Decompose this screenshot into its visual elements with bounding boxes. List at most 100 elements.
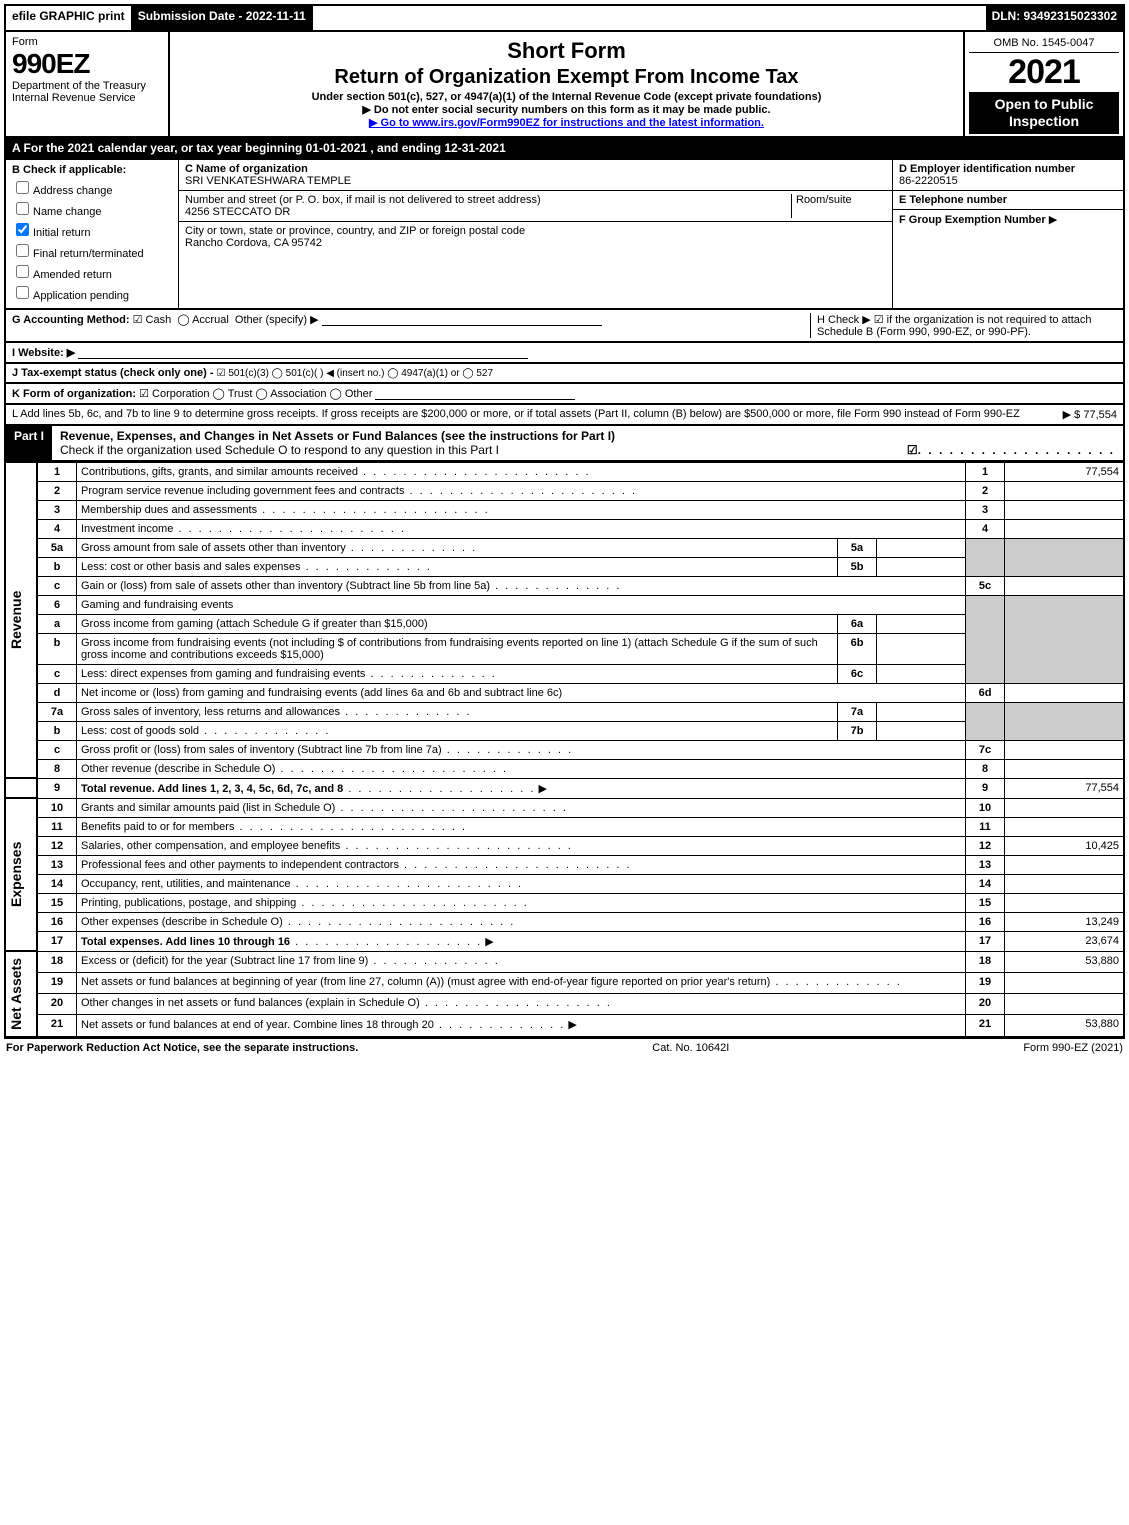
num-17: 17 bbox=[966, 931, 1005, 951]
website-blank[interactable] bbox=[78, 346, 528, 359]
e-lbl: E Telephone number bbox=[899, 194, 1007, 206]
main-title: Return of Organization Exempt From Incom… bbox=[178, 66, 955, 89]
cb-initial-return[interactable]: Initial return bbox=[12, 220, 172, 239]
subamt-7b bbox=[877, 721, 966, 740]
ln-6c: c bbox=[37, 664, 77, 683]
irs-link[interactable]: ▶ Go to www.irs.gov/Form990EZ for instru… bbox=[369, 117, 764, 129]
d-16: Other expenses (describe in Schedule O) bbox=[81, 916, 515, 928]
d-2: Program service revenue including govern… bbox=[81, 485, 637, 497]
header-left: Form 990EZ Department of the Treasury In… bbox=[6, 32, 170, 136]
d-20: Other changes in net assets or fund bala… bbox=[81, 997, 612, 1009]
subamt-7a bbox=[877, 702, 966, 721]
lbl-initial: Initial return bbox=[33, 227, 90, 239]
amt-14 bbox=[1005, 874, 1125, 893]
goto-link[interactable]: ▶ Go to www.irs.gov/Form990EZ for instru… bbox=[178, 116, 955, 129]
form-number: 990EZ bbox=[12, 48, 162, 80]
g-other-blank[interactable] bbox=[322, 313, 602, 326]
amt-6abc-grey bbox=[1005, 595, 1125, 683]
checkbox-pending[interactable] bbox=[16, 286, 29, 299]
g-other: Other (specify) ▶ bbox=[235, 314, 319, 326]
city-val: Rancho Cordova, CA 95742 bbox=[185, 237, 322, 249]
efile-label[interactable]: efile GRAPHIC print bbox=[6, 6, 132, 30]
ln-12: 12 bbox=[37, 836, 77, 855]
num-8: 8 bbox=[966, 759, 1005, 778]
ln-3: 3 bbox=[37, 500, 77, 519]
ln-5a: 5a bbox=[37, 538, 77, 557]
dots-9 bbox=[343, 783, 535, 795]
l-amount: ▶ $ 77,554 bbox=[1055, 408, 1117, 421]
room-lbl: Room/suite bbox=[791, 194, 886, 218]
num-7ab-grey bbox=[966, 702, 1005, 740]
sub-6a: 6a bbox=[838, 614, 877, 633]
d-15: Printing, publications, postage, and shi… bbox=[81, 897, 529, 909]
d-12: Salaries, other compensation, and employ… bbox=[81, 840, 573, 852]
f-lbl: F Group Exemption Number bbox=[899, 214, 1046, 226]
lbl-address-change: Address change bbox=[33, 185, 113, 197]
d-4: Investment income bbox=[81, 523, 406, 535]
amt-2 bbox=[1005, 481, 1125, 500]
amt-3 bbox=[1005, 500, 1125, 519]
cb-final-return[interactable]: Final return/terminated bbox=[12, 241, 172, 260]
d-6d: Net income or (loss) from gaming and fun… bbox=[77, 683, 966, 702]
tax-year: 2021 bbox=[969, 53, 1119, 92]
amt-4 bbox=[1005, 519, 1125, 538]
subamt-5b bbox=[877, 557, 966, 576]
num-5ab-grey bbox=[966, 538, 1005, 576]
top-bar: efile GRAPHIC print Submission Date - 20… bbox=[4, 4, 1125, 32]
g-accrual: Accrual bbox=[192, 314, 229, 326]
dots-19 bbox=[770, 976, 901, 988]
checkbox-name[interactable] bbox=[16, 202, 29, 215]
checkbox-address[interactable] bbox=[16, 181, 29, 194]
d-val: 86-2220515 bbox=[899, 175, 958, 187]
d-18: Excess or (deficit) for the year (Subtra… bbox=[81, 955, 368, 967]
ln-2: 2 bbox=[37, 481, 77, 500]
sub-7a: 7a bbox=[838, 702, 877, 721]
cb-address-change[interactable]: Address change bbox=[12, 178, 172, 197]
omb-number: OMB No. 1545-0047 bbox=[969, 34, 1119, 53]
ln-6b: b bbox=[37, 633, 77, 664]
num-6abc-grey bbox=[966, 595, 1005, 683]
d-17: Total expenses. Add lines 10 through 16 bbox=[81, 936, 290, 948]
side-netassets: Net Assets bbox=[5, 951, 37, 1037]
num-1: 1 bbox=[966, 462, 1005, 481]
cb-amended[interactable]: Amended return bbox=[12, 262, 172, 281]
amt-5c bbox=[1005, 576, 1125, 595]
d-19: Net assets or fund balances at beginning… bbox=[81, 976, 770, 988]
d-6c: Less: direct expenses from gaming and fu… bbox=[81, 668, 497, 680]
lbl-pending: Application pending bbox=[33, 290, 129, 302]
d-6a: Gross income from gaming (attach Schedul… bbox=[77, 614, 838, 633]
cb-pending[interactable]: Application pending bbox=[12, 283, 172, 302]
header-center: Short Form Return of Organization Exempt… bbox=[170, 32, 963, 136]
part1-checkmark: ☑ bbox=[907, 443, 918, 457]
sub-6c: 6c bbox=[838, 664, 877, 683]
k-opts: ☑ Corporation ◯ Trust ◯ Association ◯ Ot… bbox=[139, 388, 372, 400]
info-grid: B Check if applicable: Address change Na… bbox=[4, 160, 1125, 310]
sub-5b: 5b bbox=[838, 557, 877, 576]
ln-5c: c bbox=[37, 576, 77, 595]
num-4: 4 bbox=[966, 519, 1005, 538]
c-name-lbl: C Name of organization bbox=[185, 163, 308, 175]
submission-date: Submission Date - 2022-11-11 bbox=[132, 6, 313, 30]
cb-name-change[interactable]: Name change bbox=[12, 199, 172, 218]
checkbox-amended[interactable] bbox=[16, 265, 29, 278]
side-rev-gap bbox=[5, 778, 37, 798]
l-text: L Add lines 5b, 6c, and 7b to line 9 to … bbox=[12, 408, 1055, 421]
section-b: B Check if applicable: Address change Na… bbox=[6, 160, 179, 308]
section-a: A For the 2021 calendar year, or tax yea… bbox=[4, 138, 1125, 160]
section-h: H Check ▶ ☑ if the organization is not r… bbox=[810, 313, 1117, 338]
amt-19 bbox=[1005, 972, 1125, 993]
j-label: J Tax-exempt status (check only one) - bbox=[12, 367, 214, 379]
num-11: 11 bbox=[966, 817, 1005, 836]
amt-7ab-grey bbox=[1005, 702, 1125, 740]
checkbox-initial[interactable] bbox=[16, 223, 29, 236]
no-ssn-note: ▶ Do not enter social security numbers o… bbox=[178, 103, 955, 116]
k-other-blank[interactable] bbox=[375, 387, 575, 400]
amt-9: 77,554 bbox=[1005, 778, 1125, 798]
footer-center: Cat. No. 10642I bbox=[652, 1042, 729, 1054]
ln-5b: b bbox=[37, 557, 77, 576]
sub-7b: 7b bbox=[838, 721, 877, 740]
checkbox-final[interactable] bbox=[16, 244, 29, 257]
short-form-title: Short Form bbox=[178, 38, 955, 64]
form-header: Form 990EZ Department of the Treasury In… bbox=[4, 32, 1125, 138]
arrow-17 bbox=[482, 936, 494, 948]
